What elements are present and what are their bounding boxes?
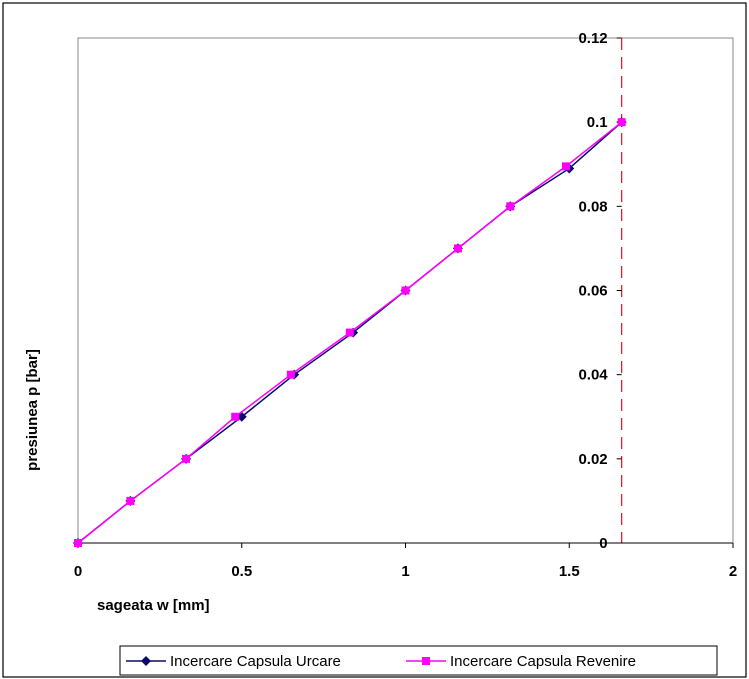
legend-label: Incercare Capsula Urcare <box>170 653 341 670</box>
y-tick-label: 0.06 <box>578 283 607 300</box>
data-point <box>182 454 191 463</box>
series-layer <box>73 117 627 548</box>
x-tick-label: 1.5 <box>559 563 580 580</box>
y-tick-label: 0 <box>599 535 607 552</box>
data-point <box>561 162 570 171</box>
x-tick-label: 1 <box>401 563 409 580</box>
data-point <box>401 286 410 295</box>
data-point <box>286 370 295 379</box>
y-tick-label: 0.1 <box>587 114 608 131</box>
data-point <box>506 202 515 211</box>
tick-labels: 0 0.5 1 1.5 2 0 0.02 0.04 0.06 0.08 0.1 0.12 <box>74 30 737 580</box>
x-tick-label: 0.5 <box>231 563 252 580</box>
x-tick-label: 2 <box>729 563 737 580</box>
data-point <box>617 118 626 127</box>
y-tick-label: 0.12 <box>578 30 607 47</box>
x-tick-label: 0 <box>74 563 82 580</box>
y-tick-label: 0.08 <box>578 198 607 215</box>
data-point <box>453 244 462 253</box>
legend: Incercare Capsula Urcare Incercare Capsul… <box>119 645 718 676</box>
legend-marker <box>422 657 430 665</box>
data-point <box>345 328 354 337</box>
data-point <box>231 412 240 421</box>
legend-marker <box>141 656 151 666</box>
x-axis-title: sageata w [mm] <box>97 597 210 614</box>
y-axis-title: presiunea p [bar] <box>24 349 41 471</box>
y-tick-label: 0.04 <box>578 367 608 384</box>
legend-items: Incercare Capsula Urcare Incercare Capsul… <box>126 653 636 670</box>
legend-label: Incercare Capsula Revenire <box>450 653 636 670</box>
data-point <box>126 496 135 505</box>
data-point <box>74 539 82 547</box>
y-tick-label: 0.02 <box>578 451 607 468</box>
